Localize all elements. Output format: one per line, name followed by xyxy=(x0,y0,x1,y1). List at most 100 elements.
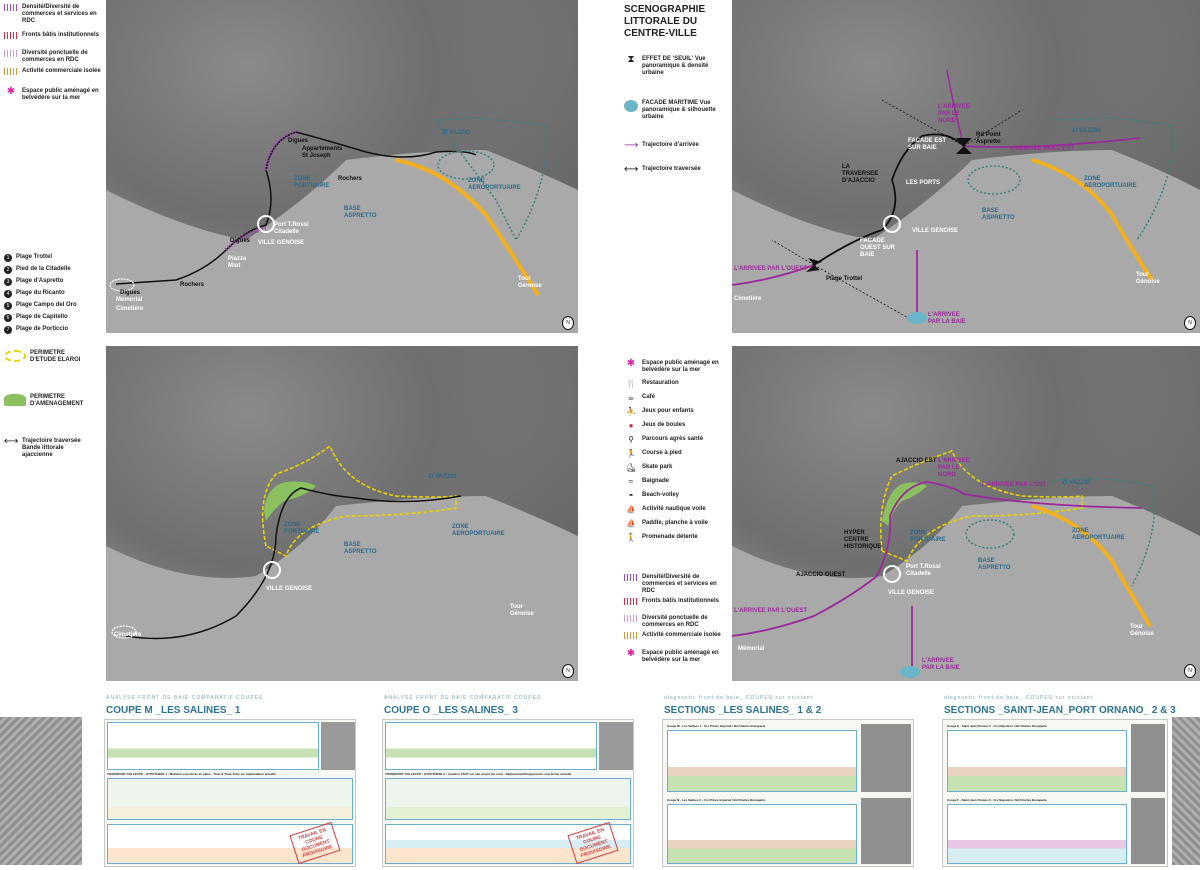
section-panel[interactable]: Coupe E - Saint Jean Ornano 2 - Crs Napo… xyxy=(942,719,1168,867)
label-cimetiere: Cimetière xyxy=(734,296,762,302)
perimetre-amenagement xyxy=(882,482,927,526)
map3-aerial[interactable]: ZI VAZZIO ZONE PORTUAIRE BASE ASPRETTO Z… xyxy=(106,346,578,681)
section-drawing xyxy=(107,722,319,770)
north-arrow-icon: N xyxy=(1184,664,1196,678)
map4-overlay xyxy=(732,450,1200,681)
section-perspective xyxy=(385,778,631,820)
legend-label: Trajectoire traversée xyxy=(642,166,701,172)
cemetery-ring xyxy=(111,625,137,639)
section-caption: Coupe M - Les Salines 1 - Crs Prince Imp… xyxy=(667,724,766,728)
section-subtitle: diagnostic front de baie_ COUPES sur exi… xyxy=(944,695,1093,701)
label-tour: Tour Génoise xyxy=(1136,272,1160,285)
legend-label: Fronts bâtis institutionnels xyxy=(642,598,720,604)
section-subtitle: diagnostic front de baie_ COUPES sur exi… xyxy=(664,695,813,701)
legend-label: Course à pied xyxy=(642,450,682,456)
skate-icon: ⛸ xyxy=(625,463,637,472)
threshold-icon: ⧗ xyxy=(627,54,635,65)
traverse-arrow-icon: ⟷ xyxy=(4,436,19,447)
label-ville-genoise: VILLE GENOISE xyxy=(888,590,935,596)
label-arrivee-est: L'ARRIVEE PAR L'EST xyxy=(982,482,1047,488)
base-aspretto-zone xyxy=(437,150,495,180)
section-thumbnail xyxy=(599,722,633,770)
beach-label: Plage Trottel xyxy=(16,254,53,260)
section-subtitle: ANALYSE FRONT DE BAIE COMPARATIF COUPES xyxy=(106,695,264,701)
section-panel[interactable]: TRANSPORT COLLECTIF : HYPOTHESE 2 : Créa… xyxy=(382,719,634,867)
label-arrivee-baie: L'ARRIVEE PAR LA BAIE xyxy=(928,312,966,325)
legend-label: Activité nautique voile xyxy=(642,506,706,512)
legend-label: Activité commerciale isolée xyxy=(22,68,101,74)
beach-band xyxy=(1031,504,1152,628)
section-profile xyxy=(385,824,631,864)
section-title: SECTIONS _SAINT-JEAN_PORT ORNANO_ 2 & 3 xyxy=(944,705,1176,716)
label-rochers-low: Rochers xyxy=(180,282,205,288)
section-panel[interactable]: Coupe M - Les Salines 1 - Crs Prince Imp… xyxy=(662,719,914,867)
map1-aerial[interactable]: Digues Appartements St Joseph Rochers ZO… xyxy=(106,0,578,333)
legend-label: Espace public aménagé en belvédère sur l… xyxy=(642,360,719,373)
map1-legend: Densité/Diversité de commerces et servic… xyxy=(4,4,104,334)
label-base-aspretto: BASE ASPRETTO xyxy=(344,206,377,219)
section-title: COUPE M _LES SALINES_ 1 xyxy=(106,705,241,716)
label-base-aspretto: BASE ASPRETTO xyxy=(978,558,1011,571)
label-facade-ouest: FACADE OUEST SUR BAIE xyxy=(860,238,896,258)
north-arrow-icon: N xyxy=(562,316,574,330)
section-caption: Coupe F - Saint Jean Ornano 3 - Crs Napo… xyxy=(947,798,1047,802)
label-memorial: Mémorial xyxy=(116,297,143,303)
label-ville-genoise: VILLE GENOISE xyxy=(266,586,313,592)
legend-label: Densité/Diversité de commerces et servic… xyxy=(22,4,97,24)
perimetre-etude xyxy=(261,444,457,558)
label-hyper: HYPER CENTRE HISTORIQUE xyxy=(844,530,882,550)
beach-number: 1 xyxy=(4,254,12,262)
aerial-thumbnail-left xyxy=(0,717,82,865)
legend-label: Parcours agrès santé xyxy=(642,436,704,442)
label-piazza: Piazza Miot xyxy=(228,256,247,269)
label-rochers-mid: Rochers xyxy=(338,176,363,182)
section-thumbnail xyxy=(321,722,355,770)
beach-number: 7 xyxy=(4,326,12,334)
map2-aerial[interactable]: L'ARRIVEE PAR LE NORD Rd Point Aspretto … xyxy=(732,0,1200,333)
beach-number: 3 xyxy=(4,278,12,286)
legend-swatch xyxy=(4,4,18,11)
arrival-ouest xyxy=(732,481,965,637)
playground-icon: ⛹ xyxy=(626,407,636,416)
beach-label: Pied de la Citadelle xyxy=(16,266,71,272)
ville-genoise-ring xyxy=(257,215,275,233)
beach-number: 6 xyxy=(4,314,12,322)
map4-aerial[interactable]: AJACCIO EST L'ARRIVEE PAR LE NORD L'ARRI… xyxy=(732,346,1200,681)
facade-marker xyxy=(900,666,920,678)
legend-label: Activité commerciale isolée xyxy=(642,632,721,638)
boules-icon: ● xyxy=(628,421,634,430)
legend-swatch xyxy=(4,394,26,406)
legend-label: Jeux pour enfants xyxy=(642,408,694,414)
label-ajaccio-est: AJACCIO EST xyxy=(896,458,937,464)
legend-label: Trajectoire traversée Bande littorale aj… xyxy=(22,438,81,458)
asterisk-icon: ✱ xyxy=(626,358,636,369)
fitness-icon: ⚲ xyxy=(628,435,634,444)
label-digues-mid: Digues xyxy=(230,238,251,244)
label-arrivee-nord: L'ARRIVEE PAR LE NORD xyxy=(938,104,970,124)
volley-icon: ◓ xyxy=(628,491,634,500)
section-panel[interactable]: TRANSPORT COLLECTIF : HYPOTHESE 1 : Main… xyxy=(104,719,356,867)
label-arrivee-baie: L'ARRIVEE PAR LA BAIE xyxy=(922,658,960,671)
beach-number: 4 xyxy=(4,290,12,298)
map1-overlay xyxy=(106,117,578,333)
perimetre-amenagement xyxy=(264,481,316,521)
legend-label: Diversité ponctuelle de commerces en RDC xyxy=(642,615,708,628)
commerce-band xyxy=(224,226,267,252)
label-zone-portuaire: ZONE PORTUAIRE xyxy=(284,522,320,535)
sailing-icon: ⛵ xyxy=(626,505,636,514)
label-facade-est: FACADE EST SUR BAIE xyxy=(908,138,947,151)
section-thumbnail xyxy=(1131,798,1165,864)
label-ajaccio-ouest: AJACCIO OUEST xyxy=(796,572,846,578)
legend-label: Paddle, planche à voile xyxy=(642,520,709,526)
label-memorial: Mémorial xyxy=(738,646,765,652)
label-zi-vazzio: ZI VAZZIO xyxy=(442,130,471,136)
label-cimetiere: Cimetière xyxy=(114,632,142,638)
walk-icon: 🚶 xyxy=(626,533,636,542)
label-arrivee-est: L'ARRIVEE PAR L'EST xyxy=(1010,146,1075,152)
label-apartments: Appartements St Joseph xyxy=(302,146,343,159)
label-arrivee-nord: L'ARRIVEE PAR LE NORD xyxy=(938,458,970,478)
threshold-marker xyxy=(956,138,972,154)
label-arrivee-ouest: L'ARRIVEE PAR L'OUEST xyxy=(734,266,808,272)
beach-number: 5 xyxy=(4,302,12,310)
label-base-aspretto: BASE ASPRETTO xyxy=(344,542,377,555)
